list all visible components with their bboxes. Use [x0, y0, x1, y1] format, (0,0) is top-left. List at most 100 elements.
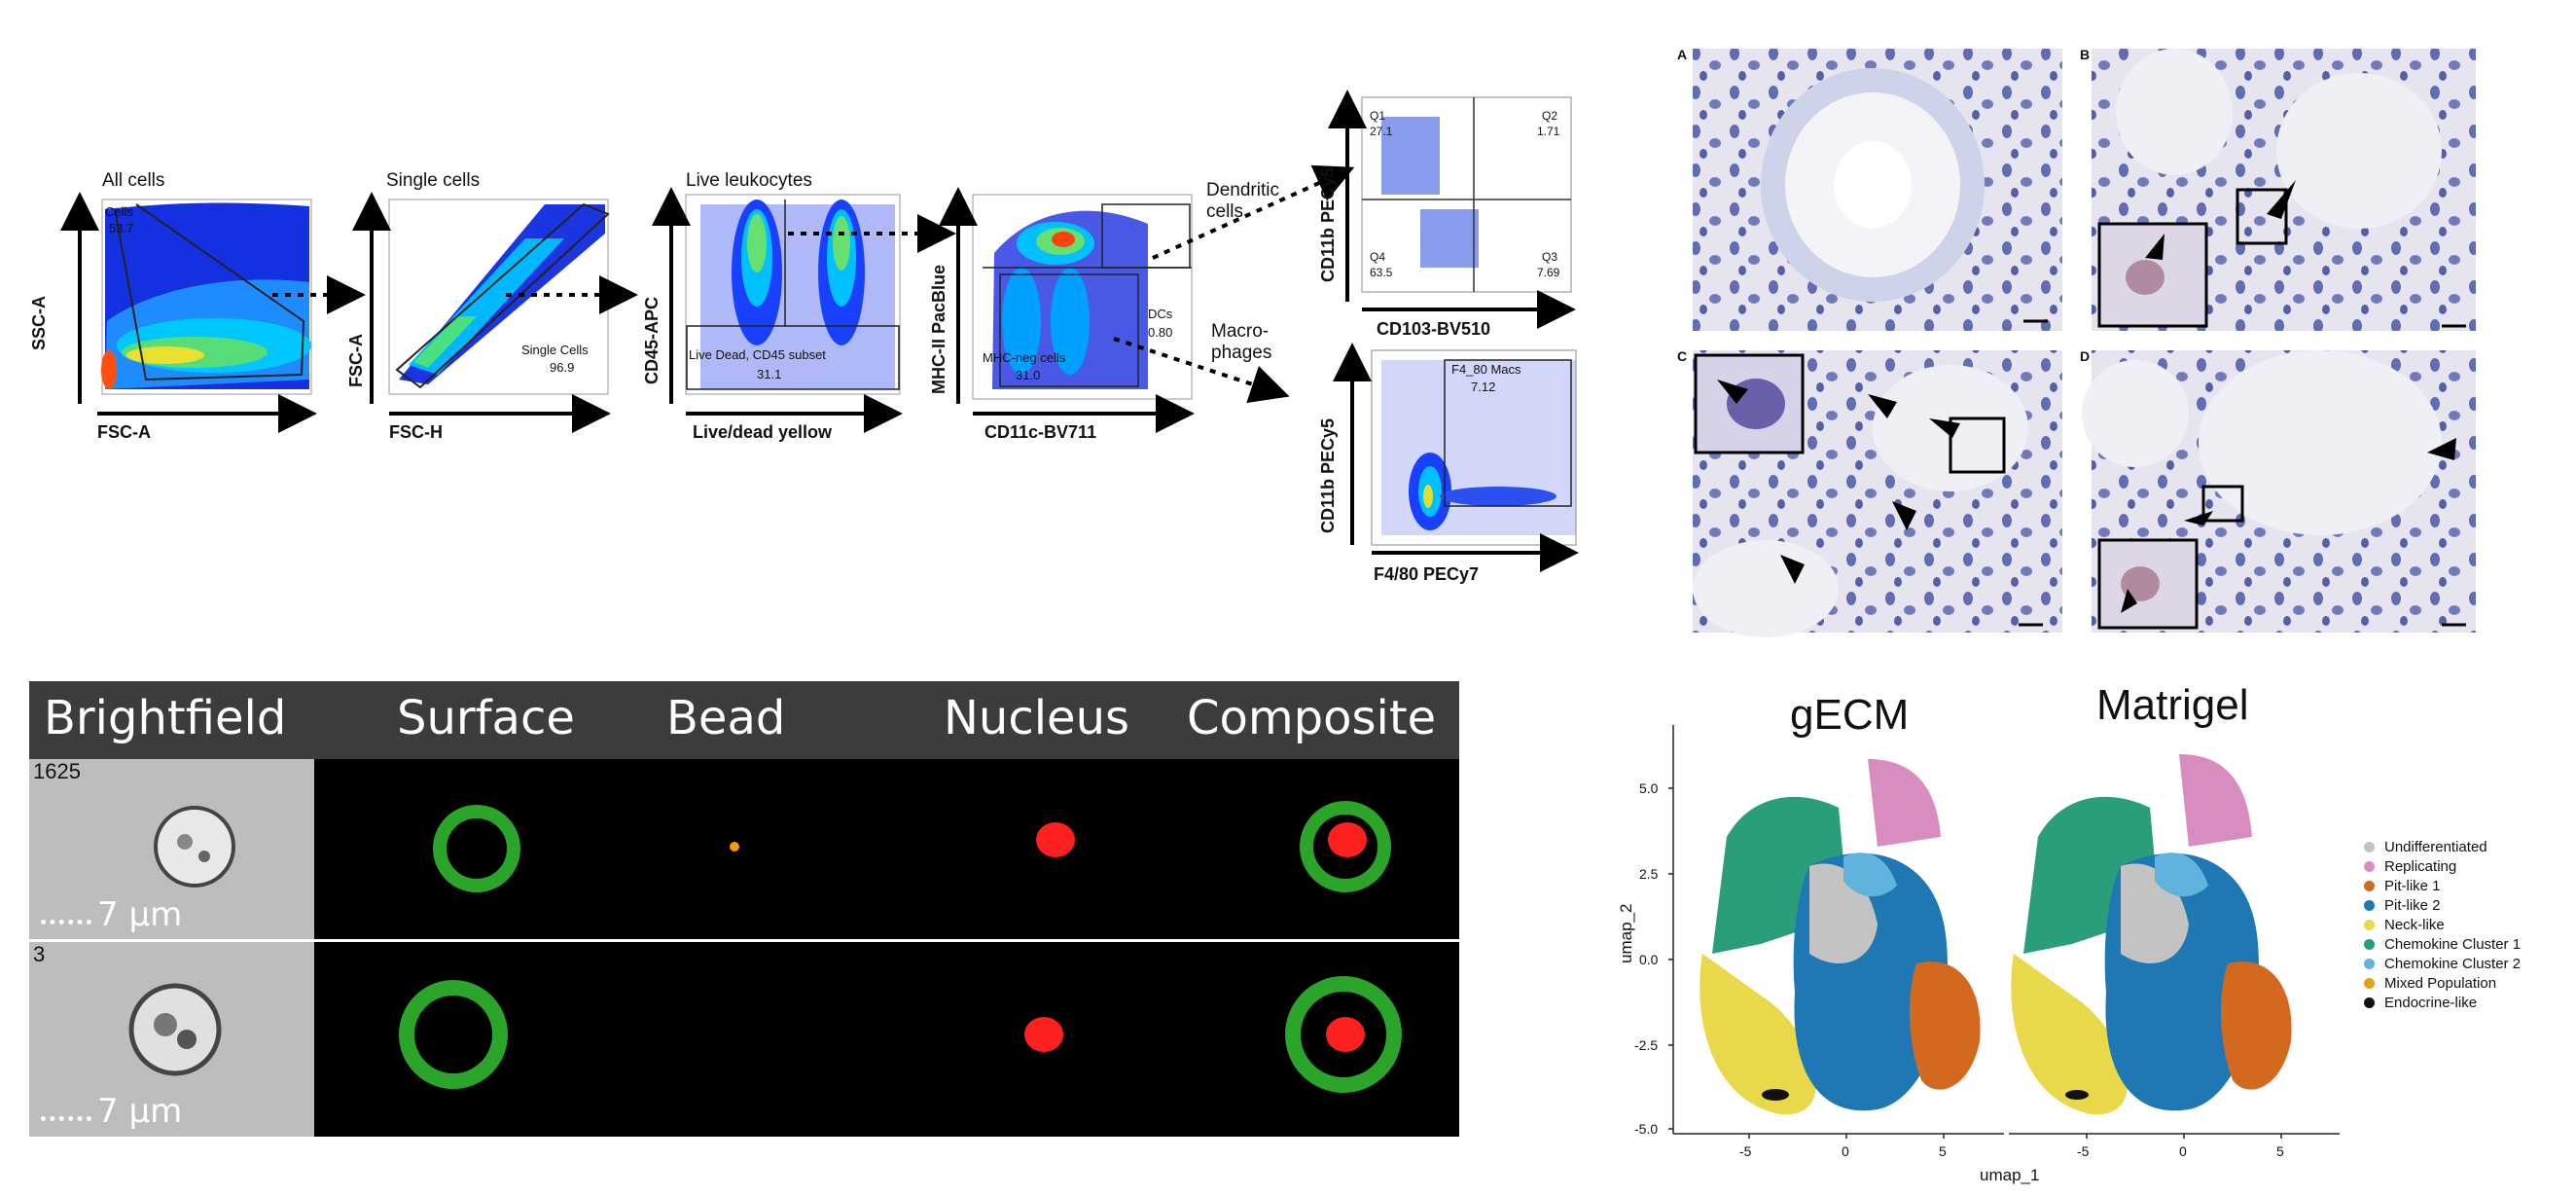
legend-item: Chemokine Cluster 1: [2364, 934, 2568, 954]
umap-matrigel-clusters: [2011, 754, 2292, 1115]
legend-item: Replicating: [2364, 856, 2568, 876]
gate2-label: DCs: [1148, 307, 1173, 321]
flow-plot-single-cells: [352, 192, 611, 433]
header-nucleus: Nucleus: [944, 691, 1130, 745]
axis-xlabel: FSC-H: [389, 422, 443, 442]
gate-value: 96.9: [550, 360, 575, 375]
legend-item: Chemokine Cluster 2: [2364, 954, 2568, 973]
xtick-label: -5: [2077, 1143, 2090, 1159]
surface-cell-2: [314, 942, 1459, 1137]
flow-plot-live-leukocytes: [652, 187, 903, 433]
legend-item: Mixed Population: [2364, 973, 2568, 993]
mac-gate-label: F4_80 Macs: [1451, 362, 1521, 377]
quad-q1: Q1: [1370, 109, 1386, 123]
legend-item: Neck-like: [2364, 915, 2568, 934]
flow-plot-all-cells: [60, 192, 317, 433]
umap-title-matrigel: Matrigel: [2096, 681, 2249, 729]
legend-item: Endocrine-like: [2364, 993, 2568, 1012]
scale-bar-label: 7 µm: [97, 895, 183, 934]
header-surface: Surface: [397, 691, 575, 745]
axis-ylabel: SSC-A: [29, 295, 49, 350]
gate-value: 31.1: [757, 367, 782, 381]
legend-swatch: [2364, 958, 2375, 969]
imaging-header: Brightfield Surface Bead Nucleus Composi…: [29, 681, 1459, 759]
gate-title: Single cells: [386, 170, 481, 191]
legend-label: Neck-like: [2384, 916, 2445, 933]
histology-panel-d: [2082, 350, 2476, 633]
event-id: 1625: [33, 759, 81, 783]
axis-ylabel: CD45-APC: [642, 296, 662, 384]
legend-label: Chemokine Cluster 2: [2384, 955, 2522, 972]
axis-xlabel: FSC-A: [97, 422, 151, 442]
legend-label: Mixed Population: [2384, 974, 2497, 992]
flow-cytometry-panel: [60, 90, 1579, 572]
mac-label: phages: [1211, 343, 1272, 363]
header-brightfield: Brightfield: [44, 691, 287, 745]
quad-q2: Q2: [1542, 109, 1558, 123]
histology-panel-a: [1693, 49, 2062, 331]
axis-ylabel: FSC-A: [346, 334, 366, 387]
mac-gate-value: 7.12: [1471, 380, 1496, 394]
dc-label: cells: [1206, 201, 1244, 222]
legend-item: Pit-like 1: [2364, 876, 2568, 895]
histology-label-c: C: [1677, 348, 1688, 364]
legend-swatch: [2364, 860, 2375, 872]
gate-label: MHC-neg cells: [983, 350, 1066, 365]
ytick-label: 5.0: [1639, 780, 1659, 796]
axis-xlabel: CD11c-BV711: [984, 422, 1097, 442]
quad-q1-value: 27.1: [1370, 125, 1393, 138]
xtick-label: 5: [1939, 1143, 1947, 1159]
umap-gecm-clusters: [1699, 759, 1981, 1115]
umap-legend: Undifferentiated Replicating Pit-like 1 Pit…: [2364, 837, 2568, 1012]
ytick-label: 2.5: [1639, 866, 1659, 882]
legend-swatch: [2364, 880, 2375, 891]
brightfield-cell-2: [29, 942, 314, 1137]
flow-arrows: [272, 164, 1355, 403]
quad-q4: Q4: [1370, 250, 1386, 264]
histology-label-a: A: [1677, 47, 1688, 62]
axis-xlabel: Live/dead yellow: [693, 422, 833, 442]
gate-value: 31.0: [1016, 368, 1041, 382]
legend-swatch: [2364, 899, 2375, 911]
legend-label: Undifferentiated: [2384, 838, 2487, 855]
xtick-label: 5: [2276, 1143, 2284, 1159]
umap-title-gecm: gECM: [1790, 691, 1910, 739]
legend-swatch: [2364, 977, 2375, 989]
flow-plot-macrophages: [1333, 343, 1579, 572]
brightfield-cell-1: [29, 759, 314, 939]
header-bead: Bead: [666, 691, 786, 745]
mac-label: Macro-: [1211, 321, 1270, 342]
gate-label: Cells: [105, 204, 133, 219]
histology-label-d: D: [2080, 348, 2091, 364]
ytick-label: -2.5: [1634, 1037, 1659, 1053]
axis-ylabel: MHC-II PacBlue: [929, 264, 948, 394]
header-composite: Composite: [1187, 691, 1437, 745]
gate-title: All cells: [102, 170, 165, 191]
dc-label: Dendritic: [1206, 180, 1279, 200]
legend-item: Undifferentiated: [2364, 837, 2568, 856]
ytick-label: -5.0: [1634, 1121, 1659, 1137]
umap-plot: [1668, 725, 2340, 1139]
legend-item: Pit-like 2: [2364, 895, 2568, 915]
legend-swatch: [2364, 938, 2375, 950]
xtick-label: 0: [2179, 1143, 2187, 1159]
gate-label: Single Cells: [521, 343, 589, 357]
flow-plot-mhc-cd11c: [939, 187, 1195, 433]
xtick-label: 0: [1842, 1143, 1849, 1159]
axis-xlabel: CD103-BV510: [1377, 319, 1491, 339]
ytick-label: 0.0: [1639, 952, 1659, 967]
legend-label: Pit-like 2: [2384, 896, 2441, 914]
gate-label: Live Dead, CD45 subset: [689, 347, 826, 362]
quad-q3-value: 7.69: [1537, 266, 1560, 279]
xtick-label: -5: [1739, 1143, 1752, 1159]
gate-title: Live leukocytes: [686, 170, 812, 191]
axis-xlabel: F4/80 PECy7: [1374, 564, 1480, 584]
histology-panel-b: [2092, 49, 2476, 331]
surface-cell-1: [314, 759, 1459, 939]
histology-label-b: B: [2080, 47, 2091, 62]
gate-value: 53.7: [109, 221, 134, 236]
histology-panel-c: [1693, 350, 2062, 637]
legend-label: Chemokine Cluster 1: [2384, 935, 2522, 953]
scale-bar: [41, 920, 91, 924]
gate2-value: 0.80: [1148, 325, 1173, 340]
